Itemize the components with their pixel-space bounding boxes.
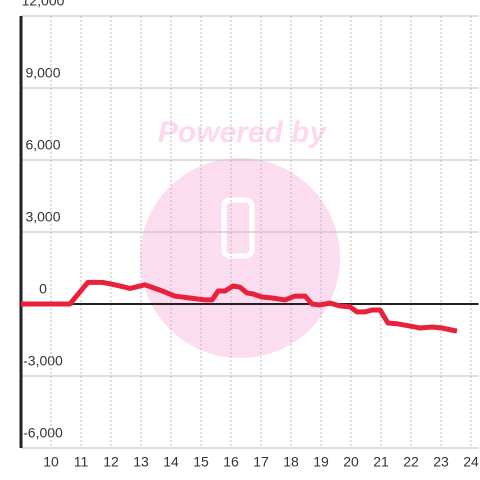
x-tick-label: 17: [253, 454, 269, 470]
y-tick-label: 0: [39, 281, 47, 297]
x-tick-label: 20: [343, 454, 359, 470]
x-tick-label: 12: [103, 454, 119, 470]
data-line: [21, 279, 458, 334]
x-tick-label: 23: [433, 454, 449, 470]
x-tick-label: 11: [74, 454, 89, 470]
x-tick-label: 18: [283, 454, 299, 470]
y-tick-label: 3,000: [25, 209, 60, 225]
watermark-text: Powered by: [158, 116, 328, 149]
x-tick-label: 24: [463, 454, 479, 470]
y-tick-label: -3,000: [23, 353, 63, 369]
x-tick-label: 13: [133, 454, 149, 470]
x-tick-label: 19: [313, 454, 329, 470]
x-tick-label: 21: [373, 454, 389, 470]
x-tick-label: 15: [193, 454, 209, 470]
y-tick-label: 6,000: [25, 137, 60, 153]
y-tick-label: -6,000: [23, 425, 63, 441]
x-tick-label: 10: [43, 454, 59, 470]
x-tick-label: 22: [403, 454, 419, 470]
x-tick-label: 16: [223, 454, 239, 470]
x-tick-label: 14: [163, 454, 179, 470]
y-tick-label: 12,000: [22, 0, 65, 9]
watermark-logo: [140, 158, 340, 358]
y-tick-label: 9,000: [25, 65, 60, 81]
